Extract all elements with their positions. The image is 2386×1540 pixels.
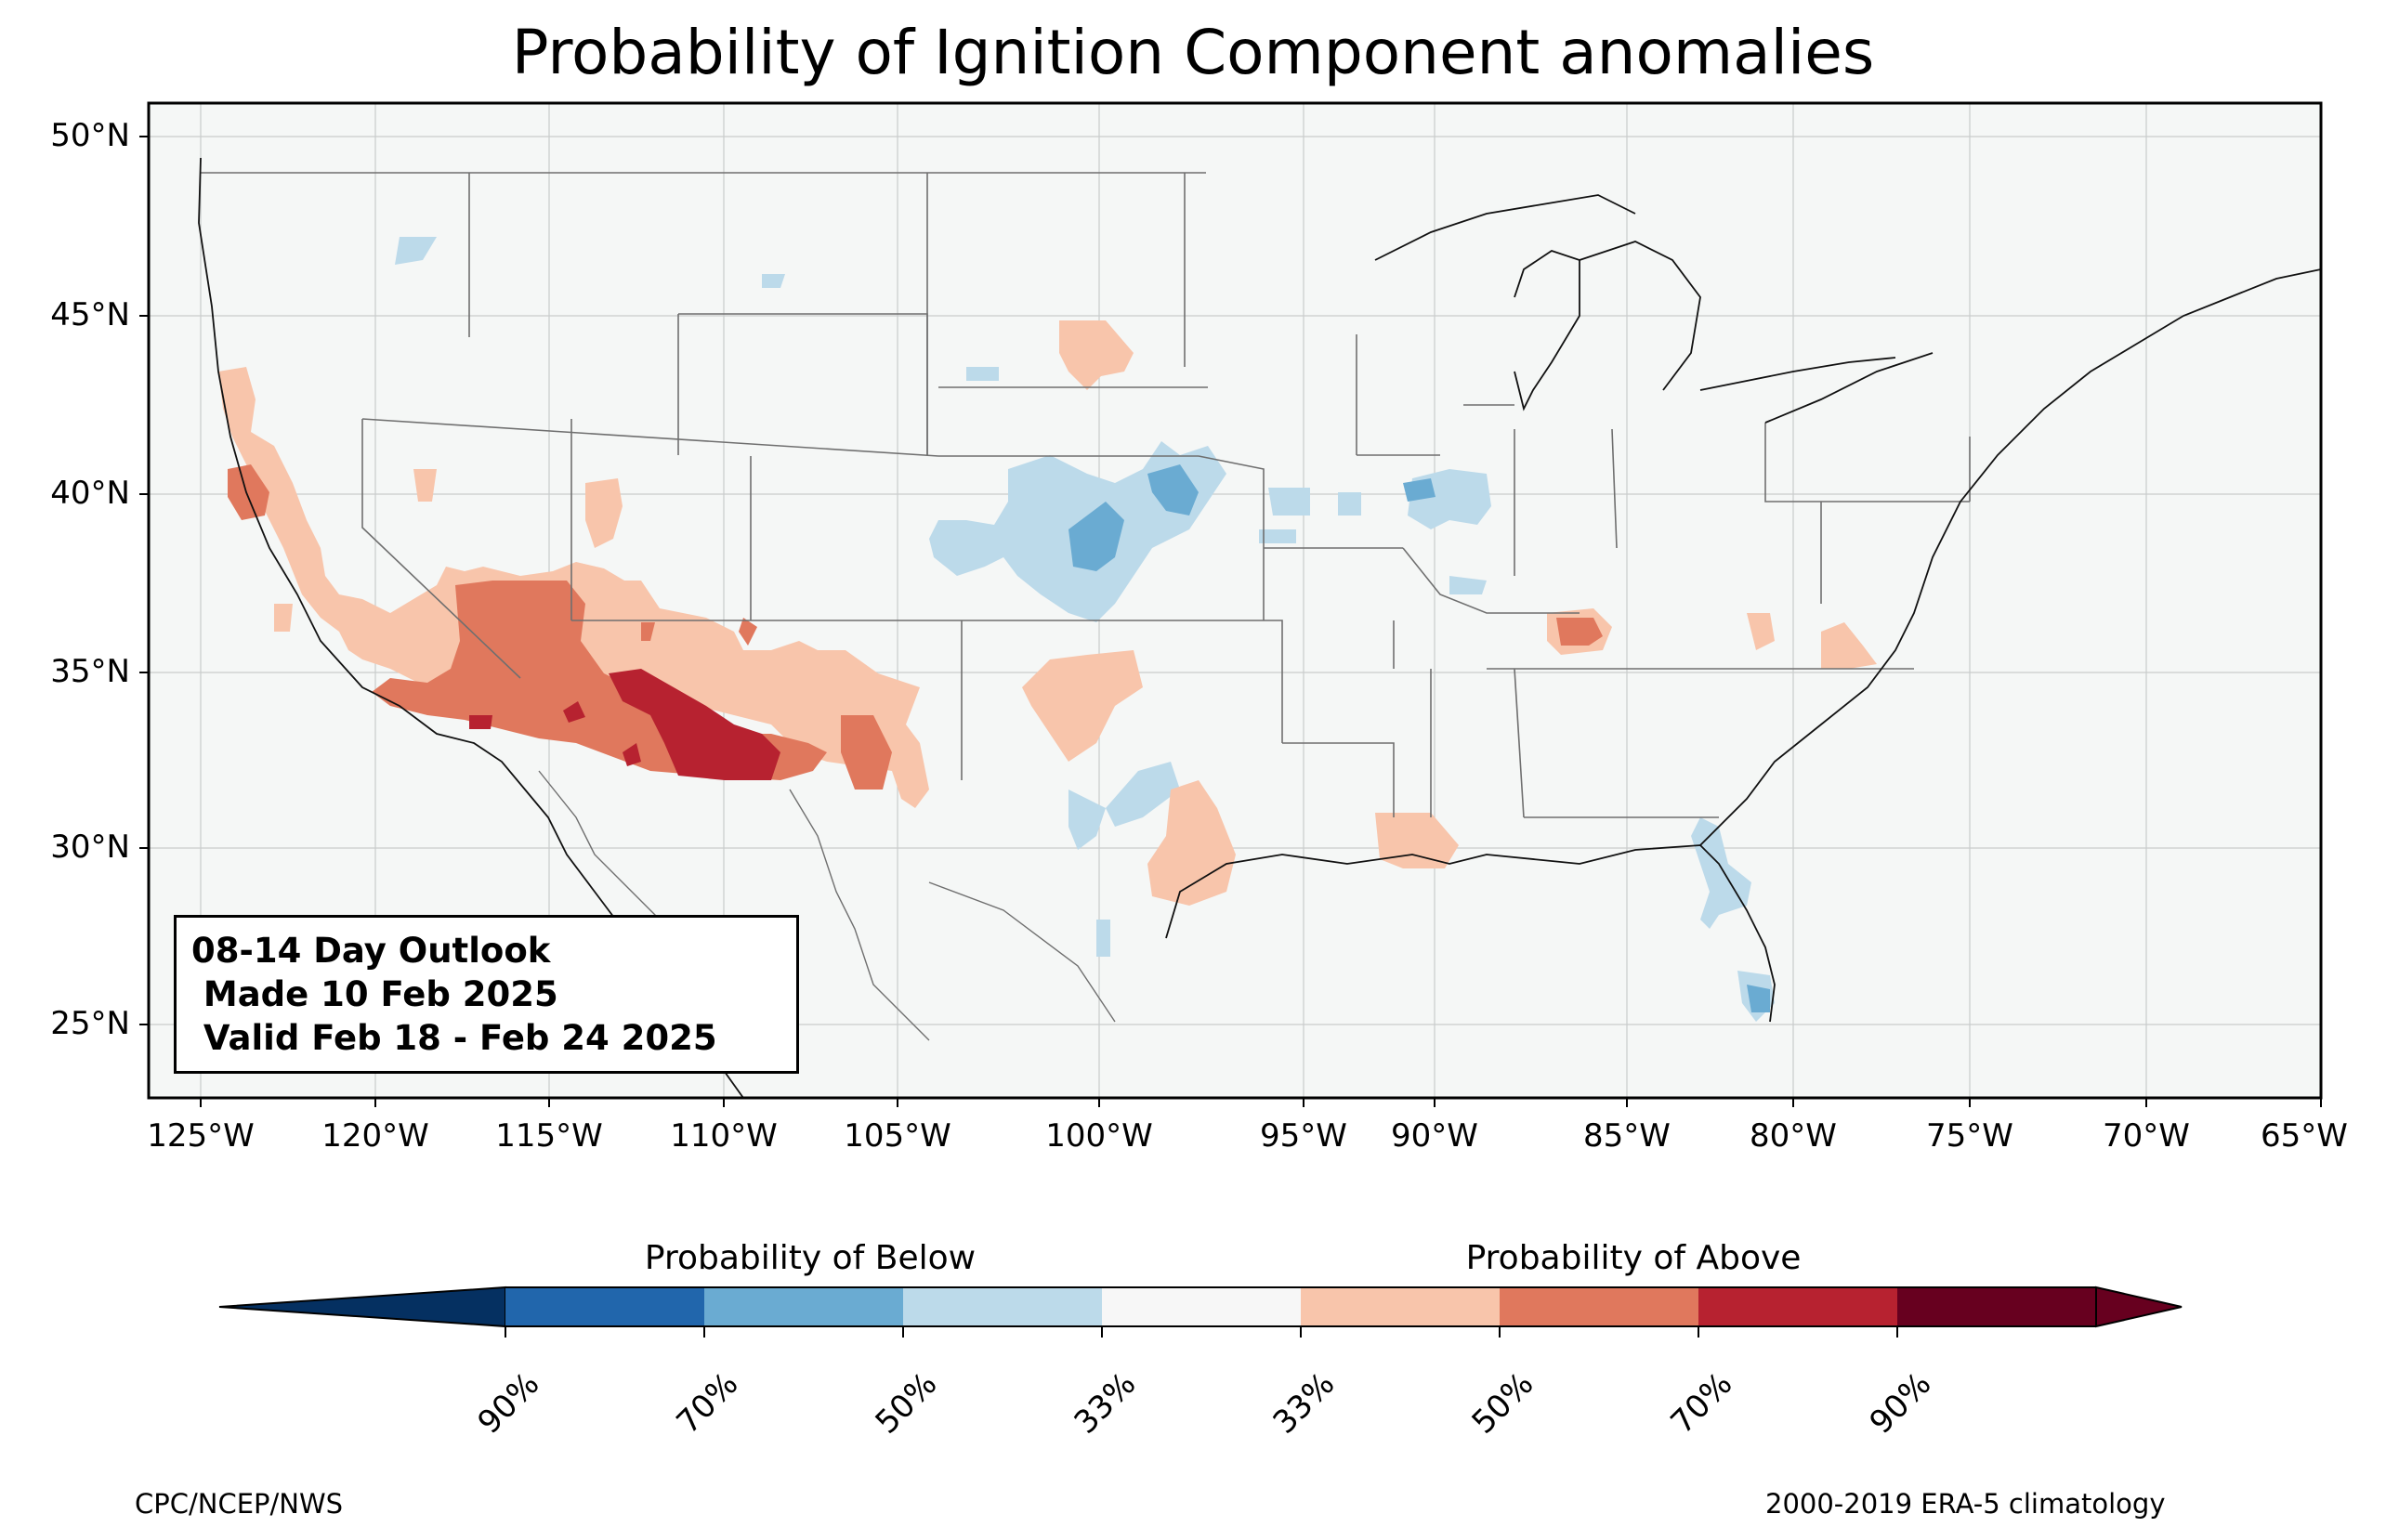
- outlook-made-date: Made 10 Feb 2025: [191, 974, 558, 1014]
- colorbar-segment: [903, 1287, 1102, 1326]
- above-50-regions: [228, 464, 1603, 790]
- lon-label-115w: 115°W: [495, 1117, 603, 1155]
- credit-climatology: 2000-2019 ERA-5 climatology: [1765, 1488, 2166, 1520]
- lon-label-105w: 105°W: [844, 1117, 951, 1155]
- lon-label-100w: 100°W: [1045, 1117, 1153, 1155]
- lon-label-85w: 85°W: [1583, 1117, 1671, 1155]
- colorbar-segment: [1500, 1287, 1698, 1326]
- above-70-regions: [469, 669, 780, 780]
- colorbar-below-label: Probability of Below: [644, 1239, 977, 1277]
- outlook-info-box: 08-14 Day Outlook Made 10 Feb 2025 Valid…: [174, 915, 799, 1074]
- lon-label-80w: 80°W: [1750, 1117, 1837, 1155]
- lat-label-25n: 25°N: [50, 1005, 130, 1042]
- colorbar-segment: [1698, 1287, 1897, 1326]
- colorbar-low-arrow: [218, 1286, 506, 1328]
- map-title: Probability of Ignition Component anomal…: [511, 17, 1875, 88]
- lon-label-90w: 90°W: [1391, 1117, 1478, 1155]
- colorbar: [218, 1286, 2183, 1338]
- lat-label-45n: 45°N: [50, 296, 130, 333]
- map-frame: [147, 101, 2323, 1100]
- outlook-period: 08-14 Day Outlook: [191, 931, 551, 971]
- lon-label-70w: 70°W: [2103, 1117, 2190, 1155]
- lon-label-75w: 75°W: [1926, 1117, 2013, 1155]
- axis-ticks: [139, 136, 2322, 1107]
- lat-label-30n: 30°N: [50, 829, 130, 866]
- below-50-regions: [1068, 464, 1770, 1012]
- state-borders: [201, 172, 1971, 818]
- colorbar-above-label: Probability of Above: [1465, 1239, 1802, 1277]
- lon-label-65w: 65°W: [2261, 1117, 2348, 1155]
- lat-label-50n: 50°N: [50, 117, 130, 154]
- lat-label-40n: 40°N: [50, 475, 130, 512]
- lon-label-110w: 110°W: [670, 1117, 778, 1155]
- lon-label-120w: 120°W: [321, 1117, 429, 1155]
- credit-agency: CPC/NCEP/NWS: [135, 1488, 344, 1520]
- lon-label-95w: 95°W: [1260, 1117, 1347, 1155]
- colorbar-high-arrow: [2095, 1286, 2183, 1328]
- colorbar-segment: [1102, 1287, 1301, 1326]
- colorbar-segment: [1301, 1287, 1500, 1326]
- outlook-valid-range: Valid Feb 18 - Feb 24 2025: [191, 1018, 717, 1058]
- colorbar-segment: [505, 1287, 704, 1326]
- colorbar-segment: [1897, 1287, 2096, 1326]
- lon-label-125w: 125°W: [147, 1117, 255, 1155]
- lat-label-35n: 35°N: [50, 653, 130, 690]
- colorbar-segment: [704, 1287, 903, 1326]
